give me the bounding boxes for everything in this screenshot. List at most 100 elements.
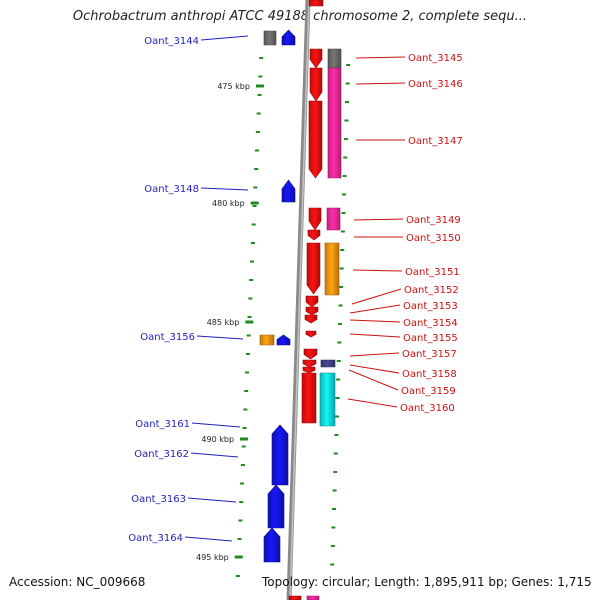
gene-label-right: Oant_3153 (403, 301, 458, 312)
gene-feature (288, 595, 302, 600)
leader-line (355, 82, 406, 85)
ruler-tick (345, 82, 350, 85)
gene-feature (271, 424, 289, 486)
gene-label-right: Oant_3149 (406, 215, 461, 226)
gene-feature (320, 359, 336, 368)
ruler-tick (235, 575, 240, 577)
gene-label-left: Oant_3156 (140, 332, 195, 343)
ruler-tick (255, 149, 260, 152)
ruler-tick (341, 212, 346, 214)
gene-feature (308, 207, 322, 231)
leader-line (349, 304, 401, 314)
gene-feature (326, 207, 341, 231)
leader-line (191, 422, 241, 428)
ruler-tick (335, 397, 340, 399)
ruler-tick (331, 508, 336, 510)
gene-feature (308, 100, 323, 179)
gene-feature (327, 67, 342, 179)
gene-feature (305, 306, 319, 316)
ruler-tick (336, 378, 341, 381)
gene-feature (276, 334, 291, 346)
ruler-tick (241, 445, 246, 448)
gene-feature (259, 334, 275, 346)
topology-label: Topology: circular; Length: 1,895,911 bp… (262, 575, 592, 589)
ruler-tick (330, 563, 335, 566)
gene-feature (319, 372, 336, 427)
ruler-tick (340, 249, 345, 251)
gene-feature (309, 67, 323, 102)
ruler-tick (244, 390, 249, 392)
ruler-major-tick (255, 84, 264, 88)
gene-label-left: Oant_3161 (135, 419, 190, 430)
ruler-tick (248, 297, 253, 300)
gene-feature (263, 527, 281, 563)
gene-feature (281, 179, 296, 203)
ruler-tick (242, 427, 247, 429)
ruler-tick (259, 57, 264, 59)
ruler-tick (344, 119, 349, 122)
ruler-tick (238, 519, 243, 522)
leader-line (349, 352, 400, 357)
ruler-major-tick (240, 437, 249, 441)
gene-feature (302, 359, 317, 368)
gene-feature (305, 295, 319, 308)
ruler-tick (253, 186, 258, 189)
gene-feature (263, 30, 277, 46)
ruler-tick (333, 452, 338, 455)
gene-label-right: Oant_3146 (408, 79, 463, 90)
ruler-tick (237, 538, 242, 540)
ruler-tick (330, 545, 335, 547)
ruler-tick (342, 193, 347, 196)
ruler-tick (338, 304, 343, 307)
ruler-tick (334, 415, 339, 418)
ruler-tick (337, 323, 342, 325)
leader-line (353, 218, 404, 221)
ruler-tick (337, 341, 342, 344)
gene-label-right: Oant_3151 (405, 267, 460, 278)
gene-label-right: Oant_3147 (408, 136, 463, 147)
accession-label: Accession: NC_009668 (9, 575, 146, 589)
gene-feature (306, 242, 321, 295)
ruler-tick (246, 334, 251, 337)
ruler-tick (252, 205, 257, 207)
ruler-major-tick (234, 555, 243, 559)
ruler-tick (240, 464, 245, 466)
leader-line (349, 319, 401, 323)
ruler-label: 495 kbp (196, 553, 229, 562)
gene-feature (301, 372, 317, 424)
leader-line (187, 497, 237, 503)
ruler-tick (339, 286, 344, 288)
leader-line (351, 288, 402, 305)
leader-line (349, 364, 400, 374)
gene-label-right: Oant_3159 (401, 386, 456, 397)
ruler-tick (250, 260, 255, 263)
gene-label-left: Oant_3164 (128, 533, 183, 544)
ruler-tick (336, 360, 341, 362)
gene-feature (303, 348, 318, 360)
ruler-label: 475 kbp (217, 82, 250, 91)
gene-feature (309, 48, 323, 69)
leader-line (347, 398, 398, 408)
ruler-major-tick (250, 201, 259, 205)
gene-label-right: Oant_3154 (403, 318, 458, 329)
ruler-tick (257, 94, 262, 96)
ruler-tick (345, 101, 350, 103)
gene-label-left: Oant_3162 (134, 449, 189, 460)
gene-label-right: Oant_3145 (408, 53, 463, 64)
ruler-tick (332, 489, 337, 492)
gene-feature (302, 366, 316, 374)
ruler-tick (333, 471, 338, 473)
ruler-tick (331, 526, 336, 529)
gene-feature (304, 314, 318, 324)
leader-line (200, 35, 249, 41)
ruler-tick (243, 408, 248, 411)
leader-line (352, 269, 403, 272)
gene-label-right: Oant_3155 (403, 333, 458, 344)
leader-line (184, 536, 233, 542)
gene-feature (281, 29, 296, 46)
ruler-label: 485 kbp (207, 318, 240, 327)
ruler-tick (339, 267, 344, 270)
gene-label-right: Oant_3160 (400, 403, 455, 414)
gene-feature (267, 484, 285, 529)
